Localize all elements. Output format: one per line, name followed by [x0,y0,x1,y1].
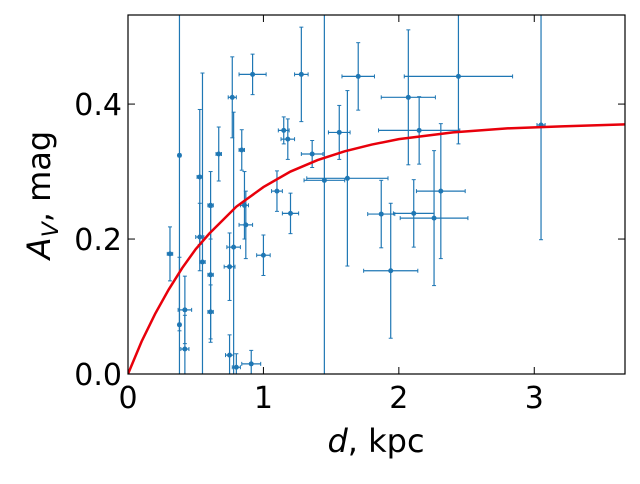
point [199,259,205,265]
point [239,147,245,153]
point [405,94,411,100]
x-tick-label: 2 [389,381,408,416]
point [216,151,222,157]
point [250,71,256,77]
point [182,307,188,313]
point [227,352,233,358]
point [260,252,266,258]
point [248,361,254,367]
point [197,234,203,240]
point [431,215,437,221]
x-label-symbol: d [327,422,348,460]
point [298,71,304,77]
x-axis-label: d, kpc [327,422,424,460]
point [438,188,444,194]
y-label-unit: , mag [20,131,58,222]
point [167,251,173,257]
x-label-unit: , kpc [348,422,425,460]
point [227,264,233,270]
point [411,210,417,216]
point [274,188,280,194]
x-tick-label: 0 [118,381,137,416]
point [229,94,235,100]
x-tick-label: 1 [254,381,273,416]
point [378,211,384,217]
point [208,202,214,208]
point [197,174,203,180]
point [285,136,291,142]
point [455,73,461,79]
point [309,151,315,157]
point [388,268,394,274]
point [182,346,188,352]
point [231,244,237,250]
y-tick-label: 0.2 [74,223,122,258]
y-tick-label: 0.0 [74,358,122,393]
point [416,127,422,133]
y-axis-label: AV, mag [20,131,64,261]
point [336,129,342,135]
y-tick-label: 0.4 [74,88,122,123]
point [344,175,350,181]
fit-curve [128,123,625,374]
y-label-symbol: A [20,237,58,261]
point [288,210,294,216]
point [355,73,361,79]
point [281,127,287,133]
point [176,322,182,328]
plot-area [128,15,625,374]
point [176,152,182,158]
axes-frame [127,14,626,375]
point [243,222,249,228]
point [208,309,214,315]
y-label-subscript: V [39,220,64,237]
point [233,364,239,370]
x-tick-label: 3 [525,381,544,416]
point [321,177,327,183]
point [208,272,214,278]
